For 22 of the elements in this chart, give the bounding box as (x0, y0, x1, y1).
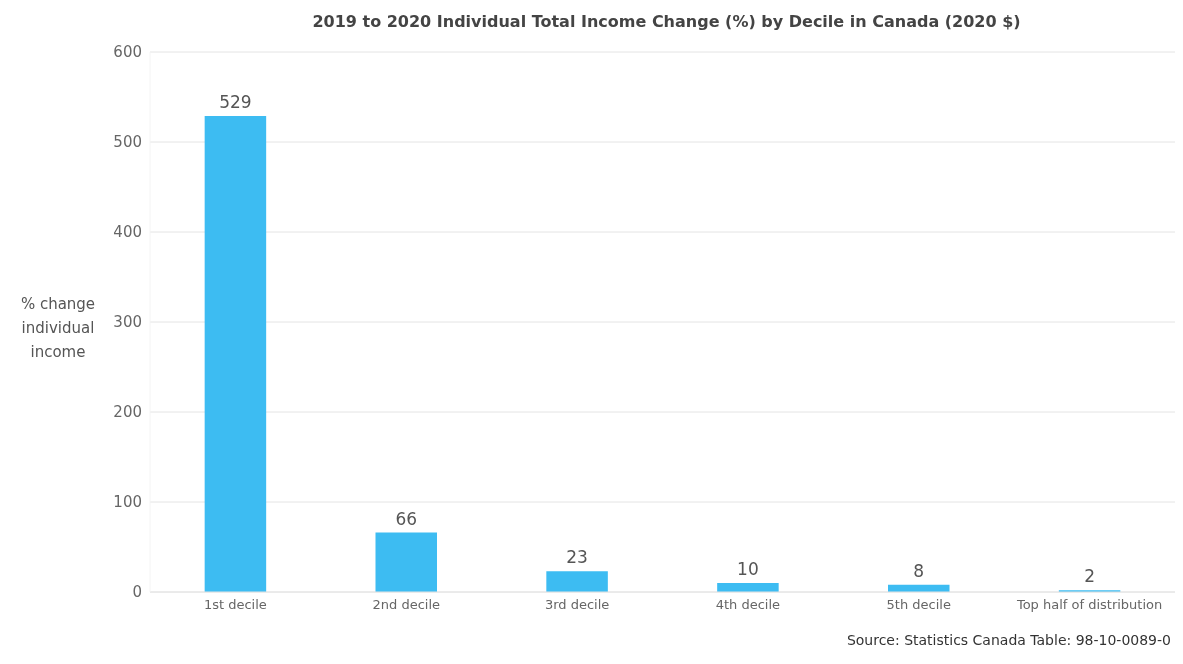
source-note: Source: Statistics Canada Table: 98-10-0089-0 (846, 632, 1171, 648)
y-tick-label: 0 (132, 583, 142, 602)
y-tick-label: 100 (113, 493, 142, 512)
y-tick-label: 500 (113, 133, 142, 152)
chart-title: 2019 to 2020 Individual Total Income Change (%) by Decile in Canada (2020 $) (311, 12, 1022, 31)
data-label: 23 (566, 547, 588, 568)
y-axis-title: % change individual income (19, 294, 97, 363)
x-tick-label: 5th decile (886, 597, 951, 613)
data-label: 8 (913, 560, 925, 581)
x-tick-label: 4th decile (715, 597, 781, 613)
data-label: 529 (219, 91, 252, 112)
x-tick-label: Top half of distribution (1015, 597, 1163, 613)
x-tick-label: 1st decile (203, 597, 267, 613)
x-tick-label: 3rd decile (544, 597, 610, 613)
y-tick-label: 400 (113, 223, 142, 242)
data-label: 2 (1084, 566, 1095, 587)
y-tick-label: 600 (113, 43, 142, 62)
data-label: 66 (395, 508, 418, 529)
x-tick-label: 2nd decile (372, 597, 441, 613)
y-tick-label: 300 (113, 313, 142, 332)
y-tick-label: 200 (113, 403, 142, 422)
data-label: 10 (737, 559, 759, 579)
